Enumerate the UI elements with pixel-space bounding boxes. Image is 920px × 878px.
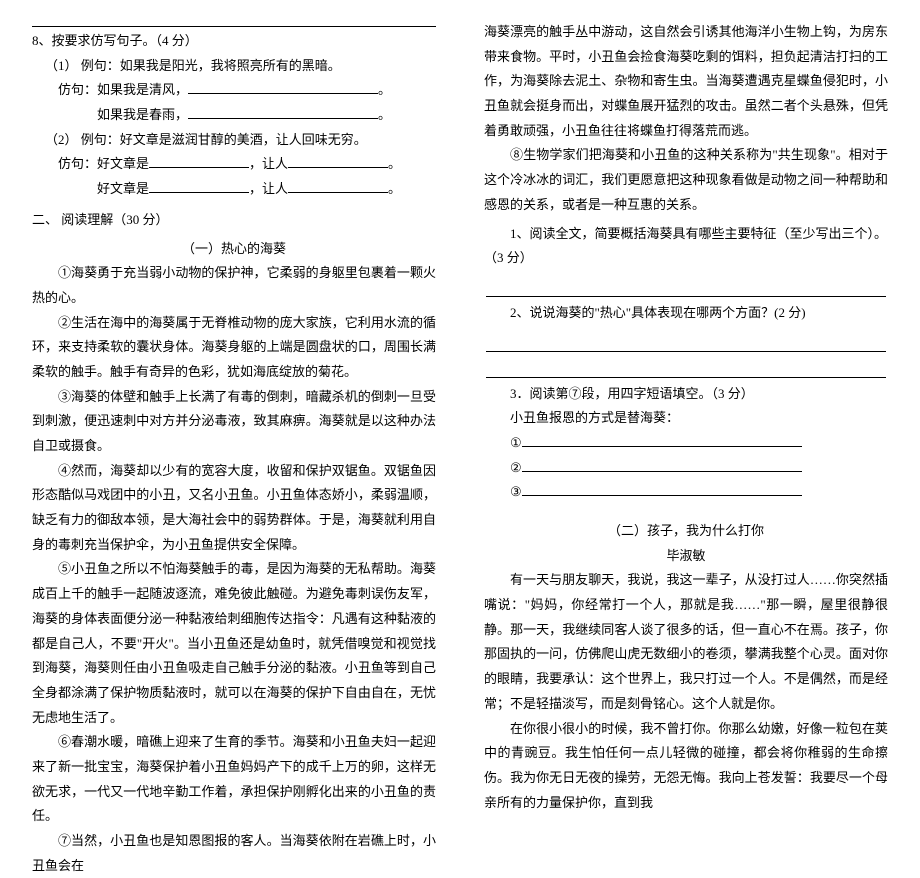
r2: 在你很小很小的时候，我不曾打你。你那么幼嫩，好像一粒包在荚中的青豌豆。我生怕任何…: [484, 717, 888, 816]
q8-1a-text: 仿句：如果我是清风，: [58, 82, 188, 97]
b1-label: ①: [510, 435, 522, 450]
fill: ，让人: [249, 181, 288, 196]
p1: ①海葵勇于充当弱小动物的保护神，它柔弱的身躯里包裹着一颗火热的心。: [32, 261, 436, 310]
blank: [288, 155, 388, 168]
title-2: （二）孩子，我为什么打你: [484, 519, 888, 544]
q8-1a: 仿句：如果我是清风，。: [32, 78, 436, 103]
rq3: 3．阅读第⑦段，用四字短语填空。（3 分）: [484, 382, 888, 407]
b3-label: ③: [510, 484, 522, 499]
q8-2a-text: 仿句：好文章是: [58, 156, 149, 171]
b3: ③: [484, 480, 888, 505]
answer-line: [486, 358, 886, 378]
r1: 有一天与朋友聊天，我说，我这一辈子，从没打过人……你突然插嘴说："妈妈，你经常打…: [484, 568, 888, 716]
b1: ①: [484, 431, 888, 456]
blank: [522, 483, 802, 496]
b2: ②: [484, 456, 888, 481]
blank: [149, 155, 249, 168]
p5: ⑤小丑鱼之所以不怕海葵触手的毒，是因为海葵的无私帮助。海葵成百上千的触手一起随波…: [32, 557, 436, 730]
q8-2a: 仿句：好文章是，让人。: [32, 152, 436, 177]
p7b: 海葵漂亮的触手丛中游动，这自然会引诱其他海洋小生物上钩，为房东带来食物。平时，小…: [484, 20, 888, 143]
q8-2b: 好文章是，让人。: [32, 177, 436, 202]
blank: [149, 180, 249, 193]
blank: [188, 81, 378, 94]
answer-line: [486, 332, 886, 352]
rq3sub: 小丑鱼报恩的方式是替海葵：: [484, 406, 888, 431]
q8: 8、按要求仿写句子。（4 分）: [32, 29, 436, 54]
top-blank-line: [32, 26, 436, 27]
p7: ⑦当然，小丑鱼也是知恩图报的客人。当海葵依附在岩礁上时，小丑鱼会在: [32, 829, 436, 878]
q8-1b: 如果我是春雨，。: [32, 103, 436, 128]
q8-1b-text: 如果我是春雨，: [97, 107, 188, 122]
q8-1: （1） 例句：如果我是阳光，我将照亮所有的黑暗。: [32, 54, 436, 79]
blank: [188, 106, 378, 119]
q8-2: （2） 例句：好文章是滋润甘醇的美酒，让人回味无穷。: [32, 128, 436, 153]
answer-line: [486, 277, 886, 297]
author: 毕淑敏: [484, 544, 888, 569]
fill: ，让人: [249, 156, 288, 171]
blank: [288, 180, 388, 193]
blank: [522, 459, 802, 472]
section-2: 二、 阅读理解（30 分）: [32, 208, 436, 233]
p8: ⑧生物学家们把海葵和小丑鱼的这种关系称为"共生现象"。相对于这个冷冰冰的词汇，我…: [484, 143, 888, 217]
blank: [522, 434, 802, 447]
rq1: 1、阅读全文，简要概括海葵具有哪些主要特征（至少写出三个）。（3 分）: [484, 222, 888, 271]
p3: ③海葵的体壁和触手上长满了有毒的倒刺，暗藏杀机的倒刺一旦受到刺激，便迅速刺中对方…: [32, 385, 436, 459]
p6: ⑥春潮水暖，暗礁上迎来了生育的季节。海葵和小丑鱼夫妇一起迎来了新一批宝宝，海葵保…: [32, 730, 436, 829]
title-1: （一）热心的海葵: [32, 237, 436, 262]
rq2: 2、说说海葵的"热心"具体表现在哪两个方面？(2 分): [484, 301, 888, 326]
q8-2b-text: 好文章是: [97, 181, 149, 196]
p2: ②生活在海中的海葵属于无脊椎动物的庞大家族，它利用水流的循环，来支持柔软的囊状身…: [32, 311, 436, 385]
b2-label: ②: [510, 460, 522, 475]
p4: ④然而，海葵却以少有的宽容大度，收留和保护双锯鱼。双锯鱼因形态酷似马戏团中的小丑…: [32, 459, 436, 558]
